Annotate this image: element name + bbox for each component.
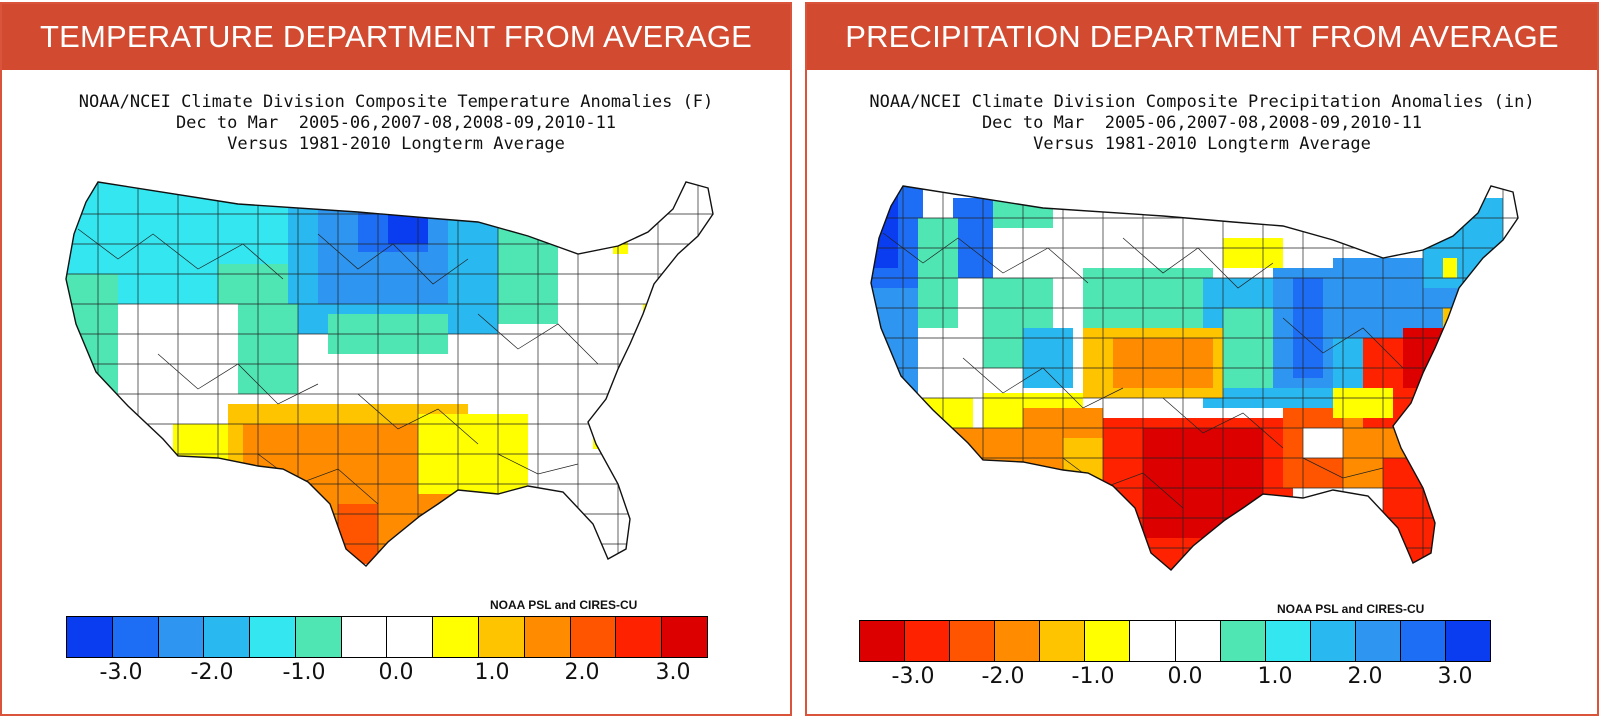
temperature-title-line-1: NOAA/NCEI Climate Division Composite Tem… — [78, 92, 714, 112]
precipitation-legend-swatch — [1446, 621, 1491, 661]
temperature-legend-swatch — [250, 617, 296, 657]
precipitation-legend-swatch — [1130, 621, 1176, 661]
precipitation-legend-swatch — [1040, 621, 1086, 661]
precipitation-tick: 3.0 — [1437, 664, 1473, 689]
temperature-colorbar-ticks: -3.0 -2.0 -1.0 0.0 1.0 2.0 3.0 — [66, 660, 708, 690]
temperature-panel: TEMPERATURE DEPARTMENT FROM AVERAGE NOAA… — [0, 2, 792, 716]
precipitation-legend-swatch — [1085, 621, 1131, 661]
temperature-legend-swatch — [616, 617, 663, 657]
precipitation-anomaly-map — [870, 185, 1519, 571]
precipitation-legend-swatch — [950, 621, 996, 661]
temperature-legend-swatch — [67, 617, 113, 657]
temperature-legend-swatch — [524, 617, 571, 657]
precipitation-tick: -2.0 — [981, 664, 1025, 689]
temperature-banner: TEMPERATURE DEPARTMENT FROM AVERAGE — [2, 4, 790, 70]
precipitation-legend-swatch — [1175, 621, 1221, 661]
temperature-tick: 2.0 — [564, 660, 600, 685]
temperature-map-titles: NOAA/NCEI Climate Division Composite Tem… — [2, 92, 790, 155]
precipitation-tick: 2.0 — [1347, 664, 1383, 689]
temperature-legend-swatch — [479, 617, 525, 657]
temperature-legend-swatch — [662, 617, 707, 657]
precipitation-banner: PRECIPITATION DEPARTMENT FROM AVERAGE — [807, 4, 1597, 70]
precipitation-colorbar-ticks: -3.0 -2.0 -1.0 0.0 1.0 2.0 3.0 — [859, 664, 1491, 694]
precipitation-legend-swatch — [905, 621, 951, 661]
temperature-title-line-3: Versus 1981-2010 Longterm Average — [227, 134, 565, 154]
precipitation-legend-swatch — [860, 621, 906, 661]
precipitation-legend-swatch — [1400, 621, 1447, 661]
precipitation-title-line-2: Dec to Mar 2005-06,2007-08,2008-09,2010-… — [981, 113, 1423, 133]
temperature-tick: -3.0 — [99, 660, 143, 685]
precipitation-panel: PRECIPITATION DEPARTMENT FROM AVERAGE NO… — [805, 2, 1599, 716]
temperature-legend-swatch — [341, 617, 388, 657]
temperature-tick: -2.0 — [190, 660, 234, 685]
temperature-legend-swatch — [112, 617, 159, 657]
temperature-anomaly-map — [65, 181, 714, 567]
precipitation-tick: -3.0 — [891, 664, 935, 689]
precipitation-legend-swatch — [995, 621, 1041, 661]
temperature-legend-swatch — [204, 617, 251, 657]
precipitation-legend-swatch — [1310, 621, 1356, 661]
precipitation-tick: 0.0 — [1167, 664, 1203, 689]
temperature-tick: 1.0 — [474, 660, 510, 685]
precipitation-tick: -1.0 — [1071, 664, 1115, 689]
precipitation-map-titles: NOAA/NCEI Climate Division Composite Pre… — [807, 92, 1597, 155]
precipitation-title-line-3: Versus 1981-2010 Longterm Average — [1033, 134, 1371, 154]
temperature-title-line-2: Dec to Mar 2005-06,2007-08,2008-09,2010-… — [175, 113, 617, 133]
precipitation-legend-swatch — [1355, 621, 1401, 661]
temperature-legend-swatch — [158, 617, 205, 657]
temperature-legend-swatch — [387, 617, 434, 657]
precipitation-title-line-1: NOAA/NCEI Climate Division Composite Pre… — [869, 92, 1535, 112]
precipitation-credit: NOAA PSL and CIRES-CU — [1277, 602, 1425, 616]
temperature-legend-swatch — [295, 617, 342, 657]
precipitation-colorbar — [859, 620, 1491, 662]
temperature-tick: 3.0 — [655, 660, 691, 685]
temperature-tick: -1.0 — [282, 660, 326, 685]
temperature-legend-swatch — [570, 617, 617, 657]
temperature-colorbar — [66, 616, 708, 658]
temperature-legend-swatch — [433, 617, 480, 657]
temperature-tick: 0.0 — [378, 660, 414, 685]
precipitation-tick: 1.0 — [1257, 664, 1293, 689]
temperature-credit: NOAA PSL and CIRES-CU — [490, 598, 638, 612]
precipitation-legend-swatch — [1220, 621, 1266, 661]
precipitation-legend-swatch — [1265, 621, 1311, 661]
